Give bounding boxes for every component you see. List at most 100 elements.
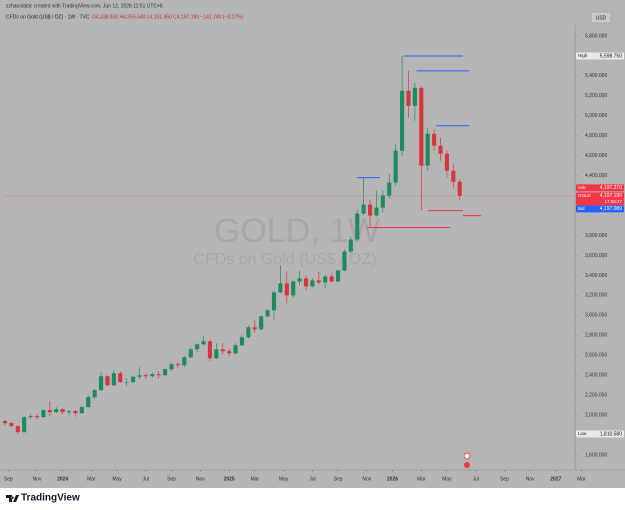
x-tick-label: 2025 [224,476,235,482]
x-tick-label: May [442,476,452,482]
candle-body [118,373,123,383]
candle-body [73,411,78,414]
candle-body [34,416,40,418]
candle-body [15,426,20,433]
candle-body [99,376,104,391]
y-tick-label: 5,000.000 [585,113,607,119]
currency[interactable]: USD [596,15,607,21]
x-tick-label: Nov [196,476,205,482]
y-tick-label: 2,600.000 [585,353,607,359]
x-tick-label: Sep [334,476,343,482]
price-label-name: GOLD [578,193,592,198]
x-tick-label: Nov [362,476,371,482]
price-label-value: 5,598.750 [600,53,622,59]
candle-body [451,170,456,182]
candle-body [329,276,334,282]
x-tick-label: Jul [309,476,315,482]
y-tick-label: 5,200.000 [585,93,607,99]
candle-body [54,409,59,413]
x-tick-label: 2024 [57,476,68,482]
y-tick-label: 4,600.000 [585,153,607,159]
candle-body [412,87,417,106]
x-tick-label: Mar [577,476,586,482]
candle-body [297,278,302,282]
y-tick-label: 1,600.000 [585,452,607,458]
x-tick-label: Sep [500,476,509,482]
candle-body [2,421,8,424]
candle-body [432,133,437,146]
candle-body [406,90,411,106]
candle-body [400,90,405,151]
candle-body [335,270,341,282]
y-tick-label: 2,800.000 [585,333,607,339]
y-tick-label: 4,400.000 [585,173,607,179]
candle-body [131,376,136,383]
candle-body [9,423,14,427]
price-label-box [576,205,624,213]
x-tick-label: 2026 [387,476,398,482]
candle-body [156,374,161,376]
author-line: zzhaostabic created with TradingView.com… [6,3,163,9]
chart-background [0,0,625,488]
candle-body [143,375,148,377]
x-tick-label: Mar [250,476,259,482]
candle-body [361,204,366,214]
candle-body [368,204,373,216]
candle-body [124,382,129,383]
candle-body [227,351,232,354]
ohlc-text: O4,338.930 H4,365.540 L4,151.950 C4,197.… [92,14,244,20]
candle-body [22,417,27,433]
candle-body [252,327,257,330]
x-tick-label: May [112,476,122,482]
y-tick-label: 4,800.000 [585,133,607,139]
price-label-countdown: 17:08:27 [604,199,622,204]
candle-body [220,349,225,352]
x-tick-label: Sep [4,476,13,482]
candle-body [150,374,155,377]
tradingview-logo [6,495,19,502]
price-label-name: Low [578,431,587,436]
event-icon[interactable] [463,452,471,460]
candle-body [214,349,219,359]
x-tick-label: 2027 [550,476,561,482]
watermark-symbol: GOLD, 1W [214,212,380,250]
price-label-name: Ask [578,185,586,190]
price-label-name: High [578,53,588,58]
candle-body [79,407,84,414]
candle-body [259,316,264,330]
candle-body [137,375,142,377]
price-label-value: 1,810.580 [600,431,622,437]
candle-body [105,376,110,386]
candle-body [355,213,360,240]
y-tick-label: 2,400.000 [585,373,607,379]
price-label-value: 4,197.370 [600,185,622,191]
candle-body [425,133,430,166]
candle-body [374,207,379,216]
candle-body [111,373,116,386]
y-tick-label: 5,400.000 [585,73,607,79]
candle-body [239,337,245,346]
y-tick-label: 3,600.000 [585,253,607,259]
candle-body [380,195,385,208]
candle-body [387,182,392,196]
x-tick-label: Mar [417,476,426,482]
brand: TradingView [21,493,80,504]
y-tick-label: 2,000.000 [585,412,607,418]
candle-body [348,239,353,252]
candle-body [457,181,462,196]
candle-body [310,280,315,287]
x-tick-label: Mar [87,476,96,482]
candle-body [28,416,33,418]
price-label-box [576,184,624,192]
candle-body [66,411,72,413]
currency-box[interactable] [590,11,612,24]
watermark-description: CFDs on Gold (US$ / OZ) [193,251,376,268]
candle-body [246,327,251,338]
candle-body [188,349,193,358]
x-tick-label: Jul [143,476,149,482]
candle-body [163,369,168,376]
symbol-line: CFDs on Gold (US$ / OZ) · 1W · TVC [6,14,90,20]
x-tick-label: Jul [473,476,479,482]
event-icon[interactable] [464,462,470,468]
